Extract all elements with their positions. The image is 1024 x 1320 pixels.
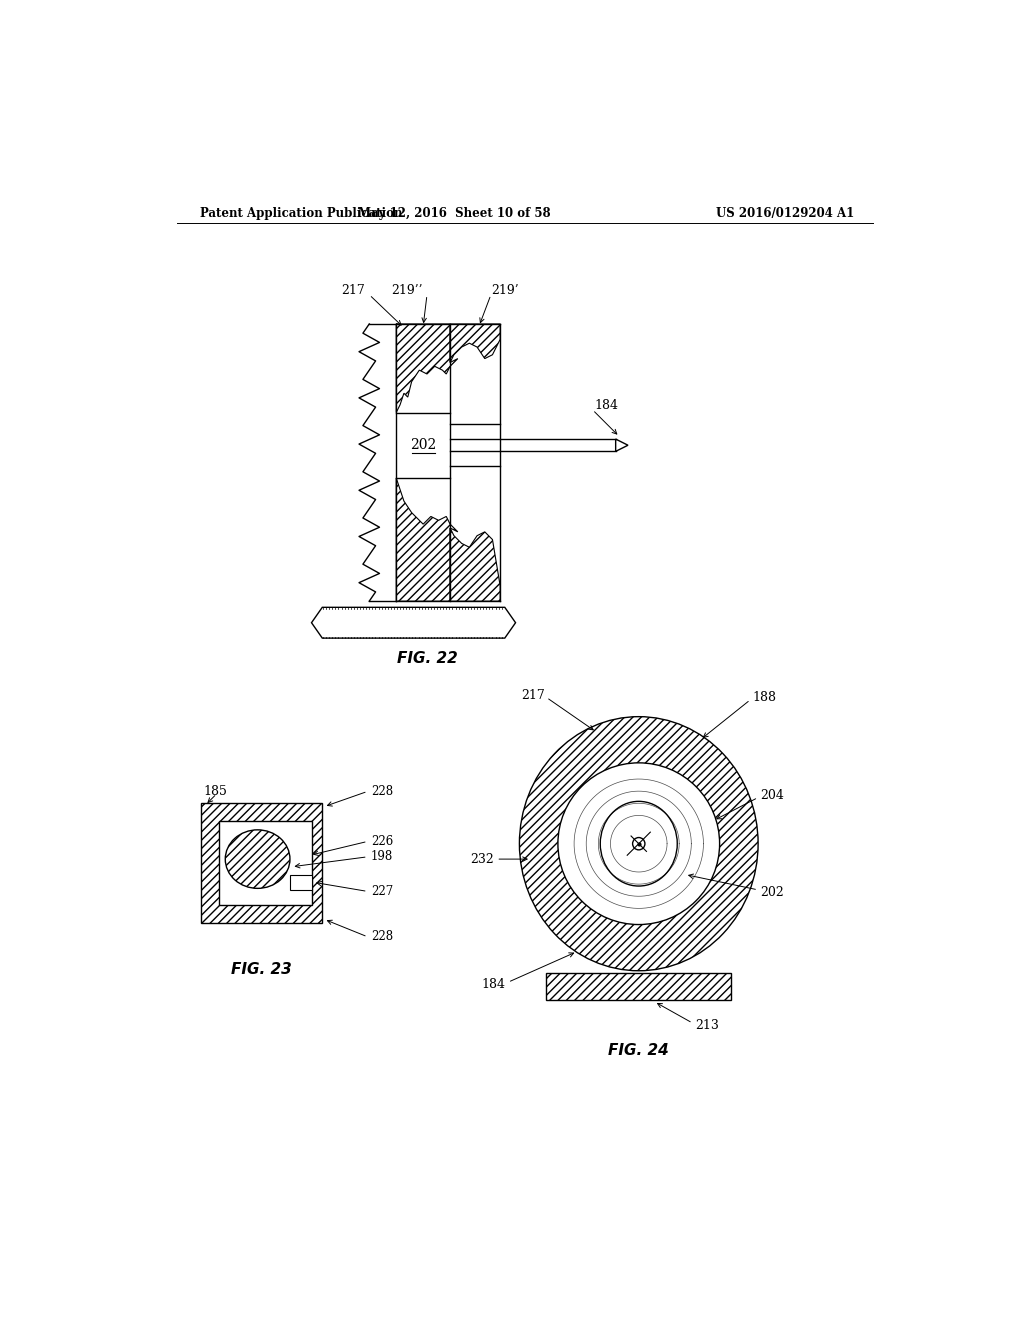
Text: 185: 185 (204, 785, 227, 797)
Polygon shape (396, 323, 458, 412)
Text: FIG. 23: FIG. 23 (231, 962, 292, 977)
Text: 217: 217 (342, 284, 366, 297)
Ellipse shape (519, 717, 758, 970)
Text: 198: 198 (371, 850, 393, 863)
Polygon shape (615, 440, 628, 451)
Text: 217: 217 (521, 689, 545, 702)
Text: 202: 202 (410, 438, 436, 453)
Text: 188: 188 (753, 690, 777, 704)
Text: US 2016/0129204 A1: US 2016/0129204 A1 (716, 207, 854, 220)
Text: 219’: 219’ (490, 284, 518, 297)
Text: Patent Application Publication: Patent Application Publication (200, 207, 402, 220)
Polygon shape (547, 973, 731, 1001)
Polygon shape (202, 803, 322, 923)
Text: 232: 232 (470, 853, 494, 866)
Circle shape (633, 837, 645, 850)
Text: May 12, 2016  Sheet 10 of 58: May 12, 2016 Sheet 10 of 58 (357, 207, 550, 220)
Text: 204: 204 (761, 788, 784, 801)
Polygon shape (311, 607, 515, 638)
Polygon shape (396, 323, 500, 601)
Ellipse shape (600, 801, 677, 886)
Text: 219’’: 219’’ (391, 284, 423, 297)
Text: 228: 228 (371, 785, 393, 797)
Polygon shape (219, 821, 311, 906)
Text: 228: 228 (371, 931, 393, 944)
Text: FIG. 24: FIG. 24 (608, 1043, 669, 1057)
Polygon shape (290, 875, 311, 890)
Text: 213: 213 (695, 1019, 719, 1032)
Polygon shape (396, 478, 458, 601)
Ellipse shape (225, 830, 290, 888)
Text: FIG. 22: FIG. 22 (396, 651, 458, 667)
Polygon shape (451, 528, 500, 601)
Text: 184: 184 (481, 978, 506, 991)
Text: 227: 227 (371, 884, 393, 898)
Text: 184: 184 (595, 400, 618, 412)
Circle shape (558, 763, 720, 924)
Text: 226: 226 (371, 834, 393, 847)
Text: 202: 202 (761, 886, 784, 899)
Polygon shape (451, 323, 500, 363)
